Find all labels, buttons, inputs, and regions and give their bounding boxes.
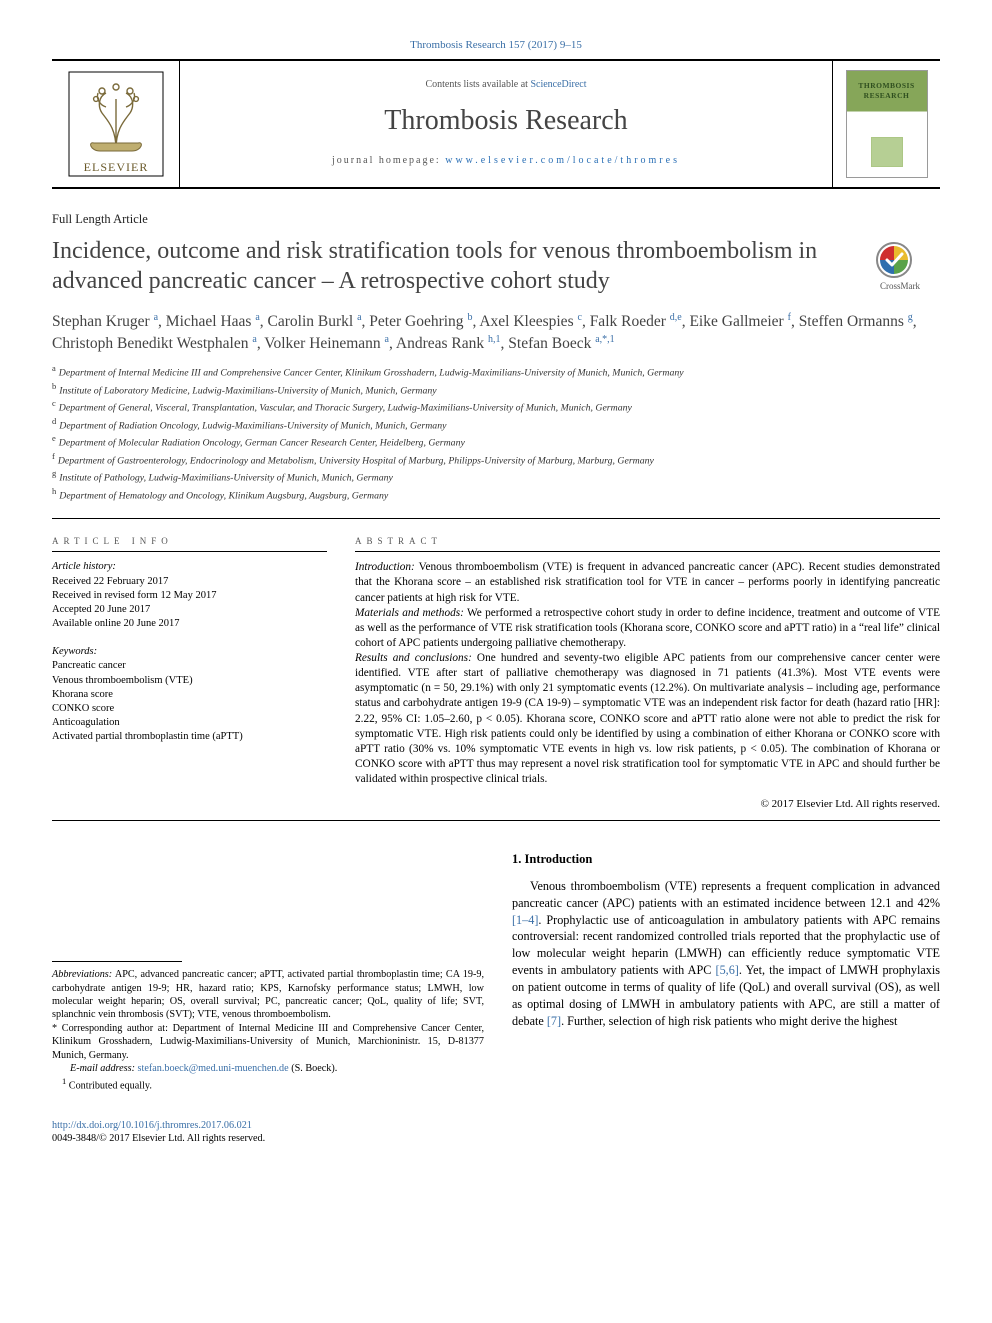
cover-thumbnail: THROMBOSIS RESEARCH	[846, 70, 928, 178]
authors-list: Stephan Kruger a, Michael Haas a, Caroli…	[52, 311, 940, 355]
journal-name: Thrombosis Research	[384, 102, 627, 140]
section-1-body: Venous thromboembolism (VTE) represents …	[512, 878, 940, 1029]
homepage-prefix: journal homepage:	[332, 155, 445, 166]
crossmark-badge[interactable]: CrossMark	[860, 240, 940, 292]
elsevier-logo: ELSEVIER	[52, 61, 180, 187]
abstract-heading: abstract	[355, 535, 940, 552]
history-online: Available online 20 June 2017	[52, 617, 327, 631]
section-1-heading: 1. Introduction	[512, 851, 940, 868]
email-line: E-mail address: stefan.boeck@med.uni-mue…	[52, 1062, 484, 1075]
affiliation-line: cDepartment of General, Visceral, Transp…	[52, 398, 940, 414]
affiliation-line: dDepartment of Radiation Oncology, Ludwi…	[52, 416, 940, 432]
abs-mm-label: Materials and methods:	[355, 607, 464, 619]
issn-line: 0049-3848/© 2017 Elsevier Ltd. All right…	[52, 1133, 265, 1144]
email-link[interactable]: stefan.boeck@med.uni-muenchen.de	[138, 1063, 289, 1074]
keyword-item: Venous thromboembolism (VTE)	[52, 674, 327, 688]
affiliation-line: hDepartment of Hematology and Oncology, …	[52, 486, 940, 502]
footer-block: http://dx.doi.org/10.1016/j.thromres.201…	[52, 1119, 940, 1146]
abbrev-text: APC, advanced pancreatic cancer; aPTT, a…	[52, 969, 484, 1020]
keyword-item: CONKO score	[52, 702, 327, 716]
history-received: Received 22 February 2017	[52, 575, 327, 589]
article-type: Full Length Article	[52, 211, 940, 228]
history-revised: Received in revised form 12 May 2017	[52, 589, 327, 603]
email-label: E-mail address:	[70, 1063, 135, 1074]
affiliation-line: gInstitute of Pathology, Ludwig-Maximili…	[52, 468, 940, 484]
abbreviations: Abbreviations: APC, advanced pancreatic …	[52, 968, 484, 1022]
crossmark-label: CrossMark	[880, 280, 920, 292]
article-title: Incidence, outcome and risk stratificati…	[52, 236, 860, 297]
abs-intro: Venous thromboembolism (VTE) is frequent…	[355, 561, 940, 603]
crossmark-icon	[874, 240, 926, 280]
article-info-column: article info Article history: Received 2…	[52, 533, 327, 812]
keyword-item: Khorana score	[52, 688, 327, 702]
keyword-item: Activated partial thromboplastin time (a…	[52, 730, 327, 744]
keyword-item: Pancreatic cancer	[52, 659, 327, 673]
abs-rc-label: Results and conclusions:	[355, 652, 472, 664]
corr-text: Corresponding author at: Department of I…	[52, 1023, 484, 1061]
doi-link[interactable]: http://dx.doi.org/10.1016/j.thromres.201…	[52, 1120, 252, 1131]
header-center: Contents lists available at ScienceDirec…	[180, 61, 832, 187]
homepage-link[interactable]: www.elsevier.com/locate/thromres	[445, 155, 680, 166]
corresponding-author: * Corresponding author at: Department of…	[52, 1022, 484, 1062]
contents-prefix: Contents lists available at	[425, 79, 530, 90]
abbrev-label: Abbreviations:	[52, 969, 112, 980]
article-info-heading: article info	[52, 535, 327, 552]
affiliation-line: bInstitute of Laboratory Medicine, Ludwi…	[52, 381, 940, 397]
contributed-equally: 1 Contributed equally.	[52, 1076, 484, 1093]
contrib-text: Contributed equally.	[66, 1080, 152, 1091]
journal-header: ELSEVIER Contents lists available at Sci…	[52, 59, 940, 189]
divider-1	[52, 518, 940, 519]
sciencedirect-link[interactable]: ScienceDirect	[530, 79, 586, 90]
copyright-line: © 2017 Elsevier Ltd. All rights reserved…	[355, 797, 940, 812]
journal-cover-thumb: THROMBOSIS RESEARCH	[832, 61, 940, 187]
email-suffix: (S. Boeck).	[289, 1063, 338, 1074]
introduction-column: 1. Introduction Venous thromboembolism (…	[512, 851, 940, 1092]
affiliations: aDepartment of Internal Medicine III and…	[52, 363, 940, 502]
footnote-rule	[52, 961, 182, 962]
homepage-line: journal homepage: www.elsevier.com/locat…	[332, 154, 680, 168]
elsevier-tree-icon: ELSEVIER	[68, 71, 164, 177]
cover-title: THROMBOSIS RESEARCH	[853, 81, 921, 101]
abstract-body: Introduction: Venous thromboembolism (VT…	[355, 560, 940, 787]
abstract-column: abstract Introduction: Venous thromboemb…	[355, 533, 940, 812]
keywords-label: Keywords:	[52, 645, 327, 659]
history-accepted: Accepted 20 June 2017	[52, 603, 327, 617]
divider-2	[52, 820, 940, 821]
svg-text:ELSEVIER: ELSEVIER	[83, 160, 148, 174]
abs-rc: One hundred and seventy-two eligible APC…	[355, 652, 940, 785]
contents-available-line: Contents lists available at ScienceDirec…	[425, 78, 586, 92]
history-label: Article history:	[52, 560, 327, 574]
affiliation-line: fDepartment of Gastroenterology, Endocri…	[52, 451, 940, 467]
cover-graphic	[871, 137, 903, 167]
affiliation-line: aDepartment of Internal Medicine III and…	[52, 363, 940, 379]
keyword-item: Anticoagulation	[52, 716, 327, 730]
footnotes-column: Abbreviations: APC, advanced pancreatic …	[52, 851, 484, 1092]
affiliation-line: eDepartment of Molecular Radiation Oncol…	[52, 433, 940, 449]
abs-intro-label: Introduction:	[355, 561, 415, 573]
citation-line: Thrombosis Research 157 (2017) 9–15	[52, 38, 940, 53]
